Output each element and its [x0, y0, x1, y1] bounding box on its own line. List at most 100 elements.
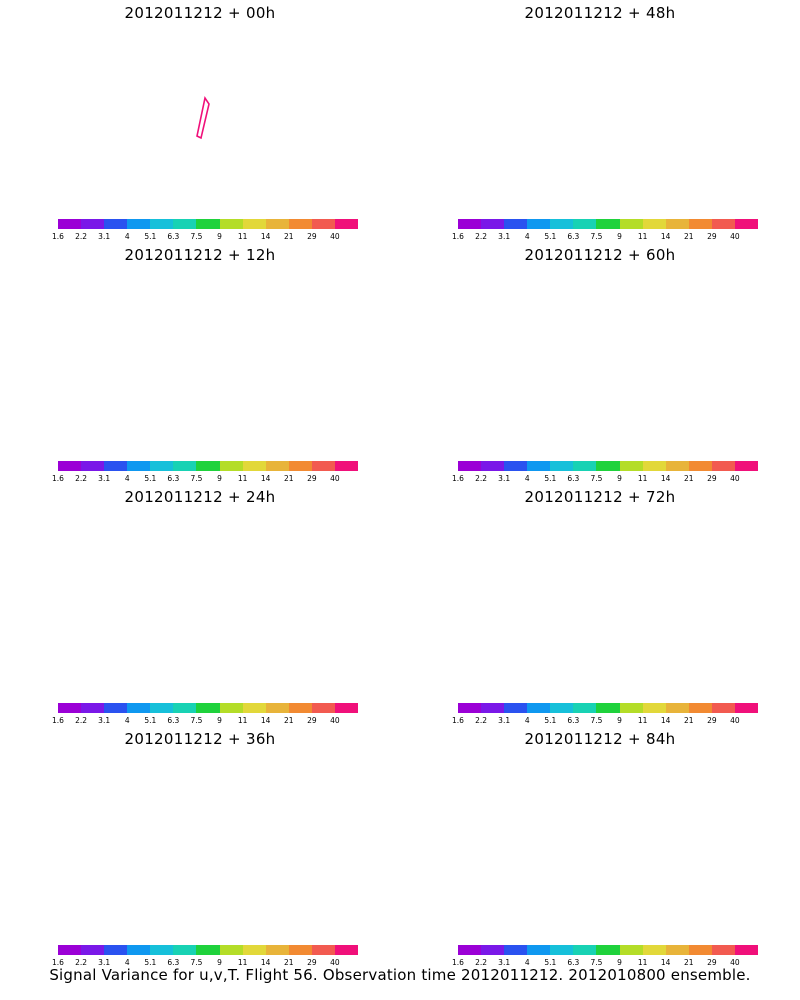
- colorbar-tick-label: 5.1: [544, 716, 557, 725]
- colorbar-tick-label: 1.6: [452, 232, 464, 241]
- colorbar-tick-label: 7.5: [190, 474, 203, 483]
- coastline: [629, 771, 665, 807]
- colorbar-swatch: [173, 945, 197, 955]
- colorbar-tick-label: 9: [617, 232, 622, 241]
- colorbar-tick-label: 21: [283, 716, 294, 725]
- panel-title: 2012011212 + 84h: [524, 730, 676, 748]
- colorbar-swatch: [734, 945, 759, 955]
- latitude-gridline: [25, 752, 375, 830]
- colorbar-labels: 1.6 2.2 3.1 4 5.1 6.3 7.5 9 11 14 21 29 40: [452, 474, 758, 484]
- colorbar-swatch: [711, 461, 735, 471]
- colorbar-swatch: [573, 945, 597, 955]
- colorbar-swatch: [58, 219, 82, 229]
- variance-contour: [144, 591, 209, 639]
- longitude-gridline: [434, 776, 505, 833]
- variance-contour: [500, 541, 707, 591]
- colorbar-swatch: [504, 219, 528, 229]
- variance-contour: [530, 341, 633, 349]
- variance-contour: [137, 577, 229, 591]
- longitude-gridline: [34, 534, 105, 591]
- map-content: [425, 510, 775, 591]
- variance-contour: [516, 78, 649, 107]
- variance-contour: [554, 119, 596, 149]
- colorbar-swatch: [173, 703, 197, 713]
- panel-title: 2012011212 + 48h: [524, 4, 676, 22]
- latitude-gridline: [425, 752, 775, 830]
- variance-contour: [480, 285, 703, 349]
- colorbar-tick-label: 6.3: [567, 958, 580, 967]
- latitude-gridline: [425, 268, 775, 346]
- longitude-gridline: [295, 292, 366, 349]
- latitude-gridline: [425, 26, 775, 104]
- coastline: [44, 315, 341, 349]
- colorbar-swatch: [242, 461, 266, 471]
- colorbar-swatch: [688, 219, 712, 229]
- latitude-gridline: [425, 268, 775, 313]
- latitude-gridline: [425, 26, 775, 37]
- colorbar-swatch: [104, 703, 128, 713]
- colorbar-swatch: [550, 219, 574, 229]
- variance-contour: [153, 601, 190, 630]
- colorbar-swatch: [642, 945, 666, 955]
- colorbar-swatch: [104, 461, 128, 471]
- longitude-gridline: [115, 549, 152, 591]
- variance-contour: [472, 770, 735, 833]
- variance-contour: [497, 798, 667, 833]
- colorbar-tick-label: 40: [330, 716, 340, 725]
- colorbar-swatch: [642, 461, 666, 471]
- variance-contour: [497, 59, 689, 107]
- coastline: [444, 73, 741, 107]
- colorbar-tick-label: 7.5: [590, 958, 603, 967]
- variance-map: [425, 26, 775, 149]
- colorbar-tick-label: 5.1: [144, 232, 157, 241]
- colorbar-swatch: [550, 703, 574, 713]
- colorbar-swatch: [196, 945, 220, 955]
- variance-map: [425, 752, 775, 833]
- colorbar-swatch: [711, 945, 735, 955]
- map-content: [25, 510, 375, 639]
- variance-contour: [132, 329, 227, 349]
- colorbar-swatch: [127, 945, 151, 955]
- coastline: [229, 45, 265, 81]
- map-boundary: [425, 752, 775, 833]
- map-boundary: [25, 268, 375, 349]
- colorbar-labels: 1.6 2.2 3.1 4 5.1 6.3 7.5 9 11 14 21 29 40: [52, 958, 358, 968]
- variance-contour: [489, 783, 690, 833]
- longitude-gridline: [648, 65, 685, 107]
- colorbar-tick-label: 11: [237, 958, 248, 967]
- variance-contour: [125, 317, 246, 349]
- longitude-gridline: [695, 50, 766, 107]
- colorbar-swatch: [242, 219, 266, 229]
- colorbar-tick-label: 9: [217, 716, 222, 725]
- coastline: [629, 529, 665, 565]
- latitude-gridline: [25, 268, 375, 346]
- colorbar-tick-label: 7.5: [590, 716, 603, 725]
- colorbar-tick-label: 14: [260, 958, 271, 967]
- colorbar-swatch: [58, 945, 82, 955]
- coastline: [174, 55, 282, 107]
- colorbar-tick-label: 4: [524, 232, 530, 241]
- forecast-panel: 2012011212 + 24h 1.6 2.2 3.1 4 5.1 6.3 7.5 9 11 14…: [10, 484, 390, 725]
- colorbar-tick-label: 3.1: [498, 716, 511, 725]
- colorbar-tick-label: 40: [330, 474, 340, 483]
- colorbar-tick-label: 21: [683, 958, 694, 967]
- colorbar-tick-label: 40: [730, 958, 740, 967]
- longitude-gridline: [34, 776, 105, 833]
- longitude-gridline: [737, 268, 775, 349]
- colorbar-swatch: [127, 703, 151, 713]
- colorbar-tick-label: 5.1: [144, 716, 157, 725]
- latitude-gridline: [425, 752, 775, 763]
- colorbar-tick-label: 6.3: [167, 958, 180, 967]
- variance-map: [25, 752, 375, 833]
- colorbar-tick-label: 7.5: [190, 716, 203, 725]
- colorbar: [458, 219, 759, 229]
- latitude-gridline: [425, 510, 775, 588]
- colorbar-swatch: [527, 945, 551, 955]
- longitude-gridline: [648, 307, 685, 349]
- variance-contour: [513, 810, 657, 833]
- map-content: [425, 268, 775, 349]
- colorbar-tick-label: 9: [617, 474, 622, 483]
- colorbar-swatch: [458, 945, 482, 955]
- colorbar-tick-label: 9: [217, 474, 222, 483]
- colorbar-swatch: [481, 219, 505, 229]
